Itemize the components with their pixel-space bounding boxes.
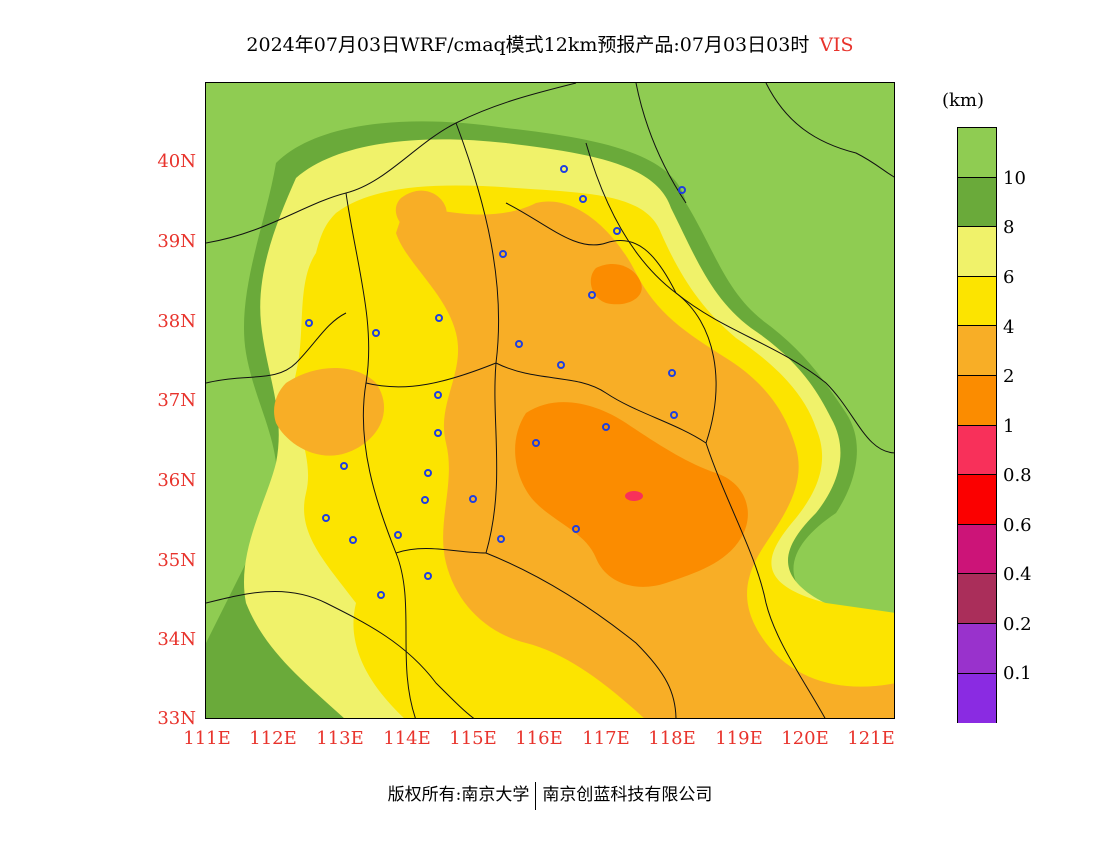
lon-label-112e: 112E <box>249 728 297 749</box>
city-marker <box>434 429 442 437</box>
color-bar-segment <box>958 574 996 624</box>
copyright-footer: 版权所有:南京大学 南京创蓝科技有限公司 <box>0 780 1100 810</box>
city-marker <box>349 536 357 544</box>
color-bar-segment <box>958 276 996 327</box>
city-marker <box>572 525 580 533</box>
city-marker <box>579 195 587 203</box>
legend-label-0-4: 0.4 <box>1003 564 1032 585</box>
lon-label-118e: 118E <box>648 728 696 749</box>
vis-2km-area-north <box>395 190 447 237</box>
lon-label-115e: 115E <box>449 728 497 749</box>
city-marker <box>588 291 596 299</box>
city-marker <box>424 572 432 580</box>
color-bar <box>957 127 997 724</box>
city-marker <box>613 227 621 235</box>
title-text: 2024年07月03日WRF/cmaq模式12km预报产品:07月03日03时 <box>246 34 810 56</box>
legend-label-0-8: 0.8 <box>1003 465 1032 486</box>
lon-label-119e: 119E <box>715 728 763 749</box>
color-bar-segment <box>958 524 996 575</box>
city-marker <box>469 495 477 503</box>
legend-label-10: 10 <box>1003 168 1026 189</box>
city-marker <box>421 496 429 504</box>
color-bar-segment <box>958 375 996 426</box>
lat-label-39n: 39N <box>157 231 196 252</box>
legend-label-0-2: 0.2 <box>1003 614 1032 635</box>
lat-label-40n: 40N <box>157 151 196 172</box>
legend-label-8: 8 <box>1003 217 1015 238</box>
lat-label-33n: 33N <box>157 708 196 729</box>
lon-label-121e: 121E <box>847 728 895 749</box>
map-title: 2024年07月03日WRF/cmaq模式12km预报产品:07月03日03时 V… <box>0 30 1100 57</box>
color-bar-segment <box>958 623 996 674</box>
city-marker <box>515 340 523 348</box>
vis-2km-area-west <box>274 368 385 456</box>
lat-label-37n: 37N <box>157 390 196 411</box>
legend-label-4: 4 <box>1003 317 1015 338</box>
city-marker <box>532 439 540 447</box>
lat-label-36n: 36N <box>157 470 196 491</box>
city-marker <box>434 391 442 399</box>
city-marker <box>557 361 565 369</box>
legend-label-0-6: 0.6 <box>1003 515 1032 536</box>
lon-label-111e: 111E <box>183 728 231 749</box>
city-marker <box>678 186 686 194</box>
color-bar-segment <box>958 673 996 724</box>
city-marker <box>305 319 313 327</box>
copyright-right: 南京创蓝科技有限公司 <box>542 785 713 805</box>
city-marker <box>670 411 678 419</box>
province-boundaries <box>206 83 894 718</box>
copyright-left: 版权所有:南京大学 <box>387 785 530 805</box>
color-bar-segment <box>958 475 996 525</box>
legend-label-6: 6 <box>1003 267 1015 288</box>
legend-label-1: 1 <box>1003 416 1015 437</box>
legend-label-0-1: 0.1 <box>1003 663 1032 684</box>
vis-low-spot <box>625 491 643 501</box>
city-markers <box>305 165 686 599</box>
footer-separator <box>535 781 537 810</box>
legend-unit: (km) <box>942 90 985 111</box>
city-marker <box>668 369 676 377</box>
lon-label-117e: 117E <box>582 728 630 749</box>
variable-label: VIS <box>819 34 854 56</box>
lat-label-34n: 34N <box>157 629 196 650</box>
city-marker <box>560 165 568 173</box>
lat-label-35n: 35N <box>157 550 196 571</box>
vis-1km-area-north <box>590 263 642 305</box>
visibility-map <box>206 83 894 718</box>
city-marker <box>602 423 610 431</box>
city-marker <box>377 591 385 599</box>
color-bar-segment <box>958 425 996 476</box>
color-bar-segment <box>958 326 996 376</box>
city-marker <box>499 250 507 258</box>
lon-label-113e: 113E <box>316 728 364 749</box>
lat-label-38n: 38N <box>157 311 196 332</box>
city-marker <box>372 329 380 337</box>
city-marker <box>497 535 505 543</box>
map-panel <box>205 82 895 719</box>
city-marker <box>322 514 330 522</box>
lon-label-114e: 114E <box>383 728 431 749</box>
color-bar-segment <box>958 128 996 178</box>
city-marker <box>424 469 432 477</box>
lon-label-116e: 116E <box>515 728 563 749</box>
city-marker <box>340 462 348 470</box>
city-marker <box>435 314 443 322</box>
legend-label-2: 2 <box>1003 366 1015 387</box>
lon-label-120e: 120E <box>781 728 829 749</box>
color-bar-segment <box>958 177 996 228</box>
city-marker <box>394 531 402 539</box>
color-bar-segment <box>958 227 996 277</box>
